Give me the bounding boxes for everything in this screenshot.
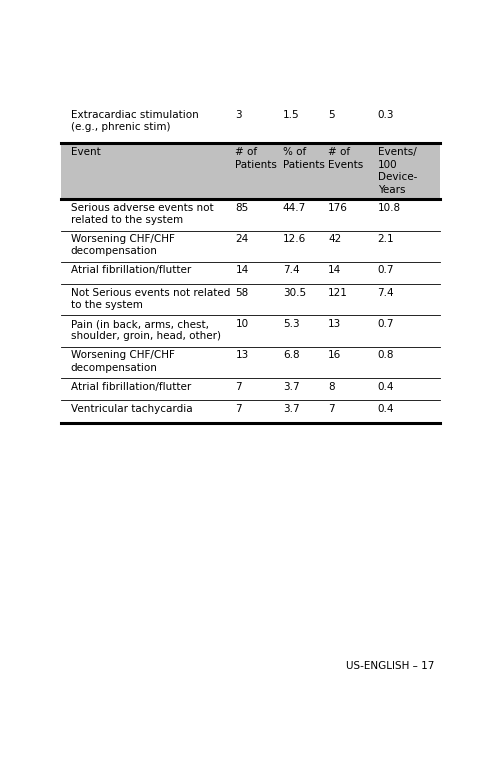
Text: 13: 13 [235,350,248,360]
Text: 7: 7 [327,404,334,414]
Text: 1.5: 1.5 [282,110,299,119]
Text: 3.7: 3.7 [282,381,299,391]
Text: 12.6: 12.6 [282,234,305,244]
Text: 5: 5 [327,110,334,119]
Text: 7.4: 7.4 [282,265,299,275]
Text: 7: 7 [235,381,242,391]
Text: 16: 16 [327,350,341,360]
Text: % of
Patients: % of Patients [282,147,324,170]
Text: 121: 121 [327,288,347,298]
Text: Extracardiac stimulation
(e.g., phrenic stim): Extracardiac stimulation (e.g., phrenic … [70,110,198,132]
Text: 85: 85 [235,203,248,213]
Text: 3: 3 [235,110,242,119]
Text: 7: 7 [235,404,242,414]
Text: 0.7: 0.7 [377,265,393,275]
Bar [61,143,439,199]
Text: Events/
100
Device-
Years: Events/ 100 Device- Years [377,147,416,195]
Text: Worsening CHF/CHF
decompensation: Worsening CHF/CHF decompensation [70,350,174,373]
Text: 0.4: 0.4 [377,404,393,414]
Text: 14: 14 [327,265,341,275]
Text: 44.7: 44.7 [282,203,305,213]
Text: 0.7: 0.7 [377,319,393,329]
Text: Pain (in back, arms, chest,
shoulder, groin, head, other): Pain (in back, arms, chest, shoulder, gr… [70,319,220,342]
Text: US-ENGLISH – 17: US-ENGLISH – 17 [346,661,433,671]
Text: 58: 58 [235,288,248,298]
Text: 10.8: 10.8 [377,203,400,213]
Text: Atrial fibrillation/flutter: Atrial fibrillation/flutter [70,381,190,391]
Text: 0.3: 0.3 [377,110,393,119]
Text: 2.1: 2.1 [377,234,393,244]
Text: Ventricular tachycardia: Ventricular tachycardia [70,404,192,414]
Text: # of
Events: # of Events [327,147,363,170]
Text: 8: 8 [327,381,334,391]
Text: 176: 176 [327,203,347,213]
Text: 10: 10 [235,319,248,329]
Text: 5.3: 5.3 [282,319,299,329]
Text: 13: 13 [327,319,341,329]
Text: 24: 24 [235,234,248,244]
Text: Worsening CHF/CHF
decompensation: Worsening CHF/CHF decompensation [70,234,174,257]
Text: Atrial fibrillation/flutter: Atrial fibrillation/flutter [70,265,190,275]
Text: 30.5: 30.5 [282,288,305,298]
Text: # of
Patients: # of Patients [235,147,277,170]
Text: 3.7: 3.7 [282,404,299,414]
Text: 6.8: 6.8 [282,350,299,360]
Text: 0.4: 0.4 [377,381,393,391]
Text: 42: 42 [327,234,341,244]
Text: 14: 14 [235,265,248,275]
Text: Event: Event [70,147,100,157]
Text: 0.8: 0.8 [377,350,393,360]
Text: Not Serious events not related
to the system: Not Serious events not related to the sy… [70,288,229,310]
Text: Serious adverse events not
related to the system: Serious adverse events not related to th… [70,203,213,225]
Text: 7.4: 7.4 [377,288,393,298]
